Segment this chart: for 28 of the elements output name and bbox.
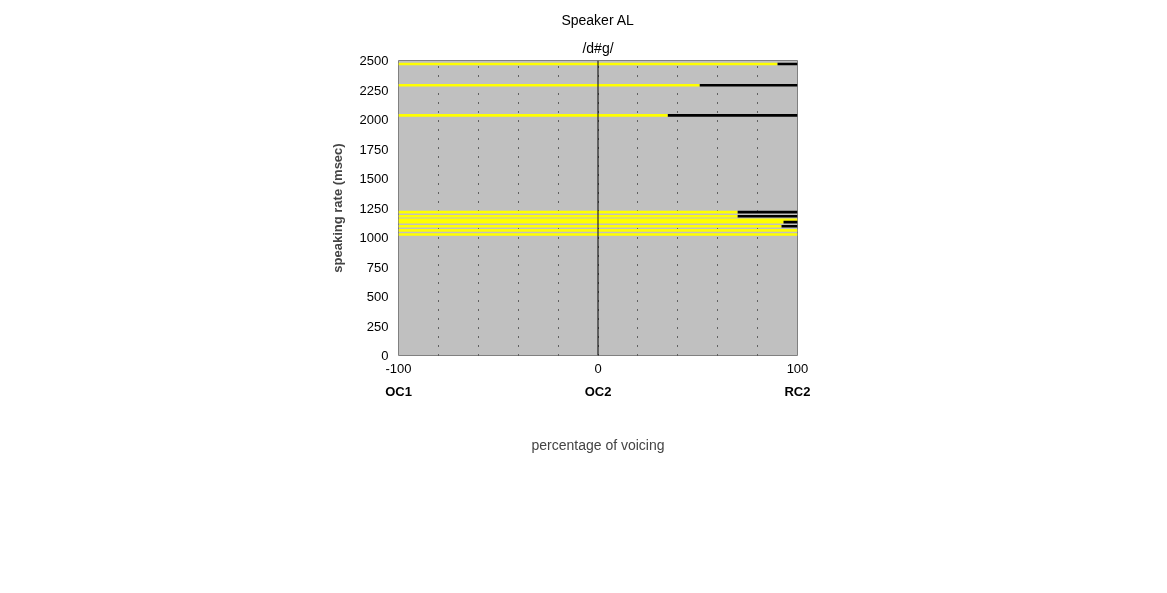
bar	[398, 114, 668, 117]
x-tick-label: 0	[594, 360, 602, 376]
bar	[699, 83, 798, 87]
y-tick-label: 500	[366, 289, 389, 304]
text: OC2	[584, 383, 612, 399]
y-tick-label: 0	[381, 348, 389, 363]
text: RC2	[784, 383, 811, 399]
x-tick-label: -100	[385, 360, 412, 376]
y-tick-label: 2250	[359, 82, 389, 98]
bar	[398, 83, 700, 87]
y-axis-title: speaking rate (msec)	[329, 143, 345, 273]
y-tick-label: 2500	[359, 53, 389, 68]
bar	[737, 214, 798, 218]
x-tick-label: 100	[786, 360, 809, 376]
y-tick-label: 1500	[359, 171, 389, 186]
y-tick-label: 2000	[359, 112, 389, 127]
y-tick-label: 1250	[359, 200, 389, 216]
bar	[781, 224, 798, 228]
y-tick-label: 1000	[359, 230, 389, 245]
bar	[398, 233, 798, 236]
y-tick-label: 1750	[359, 141, 389, 157]
y-tick-label: 250	[366, 318, 389, 334]
x-axis-title: percentage of voicing	[531, 436, 665, 453]
chart-title: Speaker AL	[561, 11, 635, 28]
chart-subtitle: /d#g/	[582, 39, 614, 56]
y-tick-label: 750	[366, 259, 389, 275]
text: OC1	[385, 383, 412, 399]
bar	[398, 229, 798, 232]
